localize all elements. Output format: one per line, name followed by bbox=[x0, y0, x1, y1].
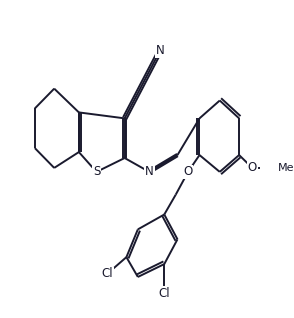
Text: Me: Me bbox=[278, 163, 294, 173]
Text: N: N bbox=[145, 165, 154, 178]
Text: O: O bbox=[183, 165, 193, 178]
Text: O: O bbox=[248, 162, 257, 174]
Text: Cl: Cl bbox=[101, 267, 113, 280]
Text: Cl: Cl bbox=[158, 287, 170, 300]
Text: N: N bbox=[156, 45, 164, 58]
Text: S: S bbox=[93, 165, 100, 178]
